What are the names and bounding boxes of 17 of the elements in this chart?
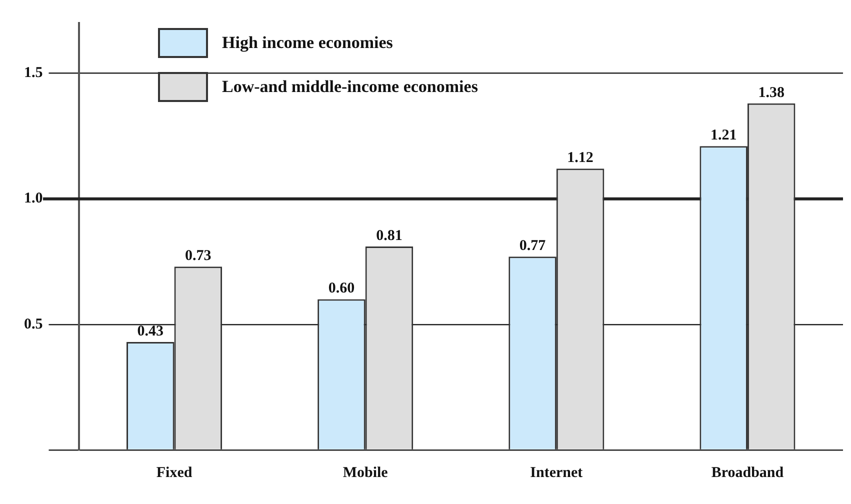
data-label: 0.43 — [137, 323, 164, 340]
x-tick-label: Broadband — [711, 464, 784, 481]
y-tick-label: 1.0 — [24, 190, 43, 207]
data-label: 0.81 — [376, 228, 402, 244]
y-tick-label: 0.5 — [24, 316, 43, 332]
data-label: 1.38 — [758, 84, 784, 101]
data-label: 0.77 — [519, 238, 546, 254]
data-label: 0.60 — [328, 280, 355, 297]
legend-label: Low-and middle-income economies — [222, 77, 478, 97]
legend-label: High income economies — [222, 33, 393, 53]
x-tick-label: Fixed — [156, 464, 193, 481]
y-tick-label: 1.5 — [24, 65, 43, 82]
data-label: 1.12 — [567, 150, 594, 166]
data-label: 1.21 — [710, 127, 737, 144]
x-tick-label: Mobile — [342, 464, 388, 481]
x-tick-label: Internet — [530, 464, 583, 481]
data-label: 0.73 — [185, 248, 212, 264]
